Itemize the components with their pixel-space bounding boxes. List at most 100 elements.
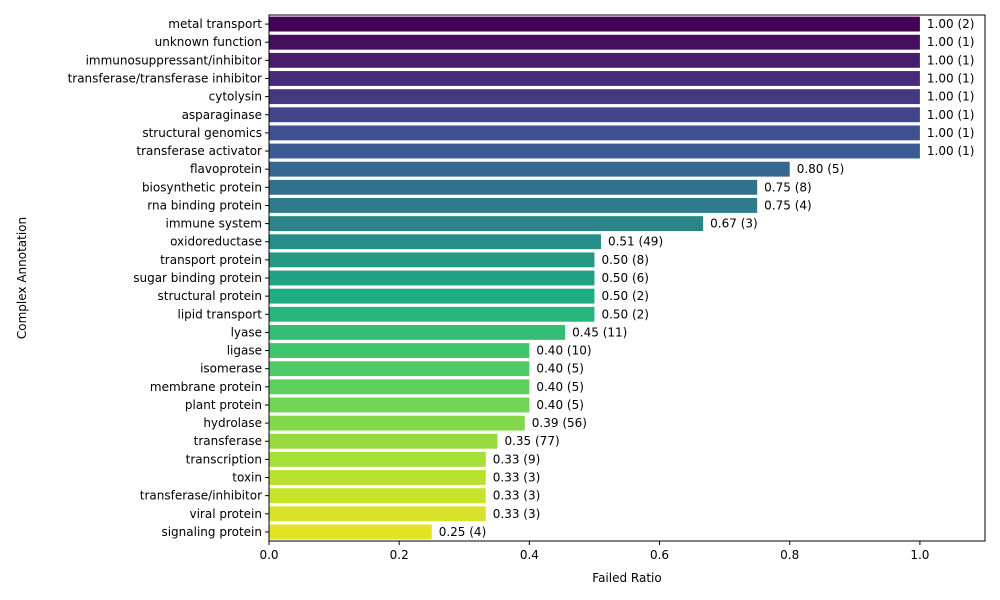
data-label: 0.33 (3): [493, 489, 541, 503]
y-tick-label: oxidoreductase: [170, 235, 262, 249]
bar: [269, 379, 530, 395]
data-label: 0.67 (3): [710, 217, 758, 231]
y-tick-label: lyase: [231, 325, 262, 339]
bar: [269, 34, 920, 50]
y-tick-label: lipid transport: [178, 307, 263, 321]
x-tick-label: 0.2: [390, 548, 409, 562]
data-label: 0.40 (5): [536, 362, 584, 376]
y-tick-label: transferase: [194, 434, 262, 448]
bar: [269, 198, 758, 213]
bar: [269, 143, 920, 159]
y-tick-label: sugar binding protein: [133, 271, 262, 285]
data-label: 1.00 (1): [927, 108, 975, 122]
bar: [269, 71, 920, 86]
data-label: 0.33 (9): [493, 452, 541, 466]
bar: [269, 433, 498, 449]
data-label: 0.33 (3): [493, 507, 541, 521]
data-label: 0.80 (5): [797, 162, 845, 176]
data-label: 0.50 (6): [601, 271, 649, 285]
bar: [269, 52, 920, 68]
data-label: 0.40 (5): [536, 380, 584, 394]
y-tick-label: plant protein: [185, 398, 262, 412]
y-tick-label: transferase/transferase inhibitor: [68, 71, 262, 85]
bar: [269, 470, 486, 485]
y-tick-label: transcription: [186, 452, 262, 466]
y-tick-label: transferase activator: [136, 144, 262, 158]
bar: [269, 16, 920, 32]
x-tick-label: 0.6: [650, 548, 669, 562]
data-label: 0.39 (56): [532, 416, 587, 430]
x-tick-label: 0.4: [520, 548, 539, 562]
bar: [269, 107, 920, 123]
y-tick-label: biosynthetic protein: [142, 180, 262, 194]
y-tick-label: immunosuppressant/inhibitor: [86, 53, 262, 67]
y-tick-label: viral protein: [189, 507, 262, 521]
y-tick-label: metal transport: [168, 17, 262, 31]
y-tick-label: cytolysin: [209, 90, 262, 104]
y-tick-label: rna binding protein: [147, 198, 262, 212]
data-label: 1.00 (1): [927, 144, 975, 158]
bar: [269, 125, 920, 141]
x-axis: 0.0 0.2 0.4 0.6 0.8 1.0: [259, 541, 929, 562]
data-label: 1.00 (1): [927, 71, 975, 85]
data-label: 0.50 (2): [601, 289, 649, 303]
data-label: 1.00 (1): [927, 35, 975, 49]
data-label: 0.25 (4): [439, 525, 487, 539]
data-label: 1.00 (1): [927, 53, 975, 67]
data-label: 1.00 (1): [927, 90, 975, 104]
bars-group: [269, 16, 920, 540]
bar: [269, 361, 530, 377]
data-label: 0.40 (10): [536, 344, 591, 358]
y-tick-label: asparaginase: [182, 108, 262, 122]
y-tick-label: hydrolase: [203, 416, 262, 430]
x-axis-title: Failed Ratio: [592, 571, 661, 585]
x-tick-label: 1.0: [910, 548, 929, 562]
y-tick-label: transport protein: [160, 253, 262, 267]
y-tick-label: structural genomics: [142, 126, 262, 140]
bar: [269, 161, 790, 177]
bar: [269, 216, 704, 232]
bar: [269, 506, 486, 522]
y-tick-label: transferase/inhibitor: [140, 489, 262, 503]
bar: [269, 324, 566, 340]
bar: [269, 488, 486, 504]
data-label: 0.51 (49): [608, 235, 663, 249]
y-axis-title: Complex Annotation: [15, 217, 29, 339]
bar: [269, 451, 486, 467]
data-label: 0.33 (3): [493, 471, 541, 485]
bar: [269, 252, 595, 268]
y-tick-label: toxin: [232, 471, 262, 485]
data-label: 1.00 (1): [927, 126, 975, 140]
y-tick-label: membrane protein: [150, 380, 262, 394]
data-label: 0.75 (8): [764, 180, 812, 194]
y-tick-labels: metal transport unknown function immunosup…: [68, 17, 269, 539]
x-tick-label: 0.8: [780, 548, 799, 562]
x-tick-label: 0.0: [259, 548, 278, 562]
bar: [269, 343, 530, 358]
y-tick-label: immune system: [165, 217, 262, 231]
data-label: 0.50 (2): [601, 307, 649, 321]
data-label: 0.35 (77): [504, 434, 559, 448]
bar: [269, 306, 595, 322]
bar: [269, 524, 432, 540]
data-label: 1.00 (2): [927, 17, 975, 31]
bar: [269, 234, 601, 250]
bar: [269, 89, 920, 105]
bar: [269, 397, 530, 413]
bar: [269, 270, 595, 286]
y-tick-label: isomerase: [200, 362, 262, 376]
data-label: 0.50 (8): [601, 253, 649, 267]
bar: [269, 415, 525, 431]
data-labels: 1.00 (2) 1.00 (1) 1.00 (1) 1.00 (1) 1.00 (1)…: [439, 17, 975, 539]
bar: [269, 288, 595, 304]
y-tick-label: structural protein: [158, 289, 263, 303]
data-label: 0.45 (11): [572, 325, 627, 339]
y-tick-label: flavoprotein: [190, 162, 262, 176]
y-tick-label: signaling protein: [161, 525, 262, 539]
plot-frame: [268, 14, 986, 542]
bar: [269, 179, 758, 195]
y-tick-label: ligase: [227, 344, 262, 358]
y-tick-label: unknown function: [155, 35, 262, 49]
data-label: 0.40 (5): [536, 398, 584, 412]
